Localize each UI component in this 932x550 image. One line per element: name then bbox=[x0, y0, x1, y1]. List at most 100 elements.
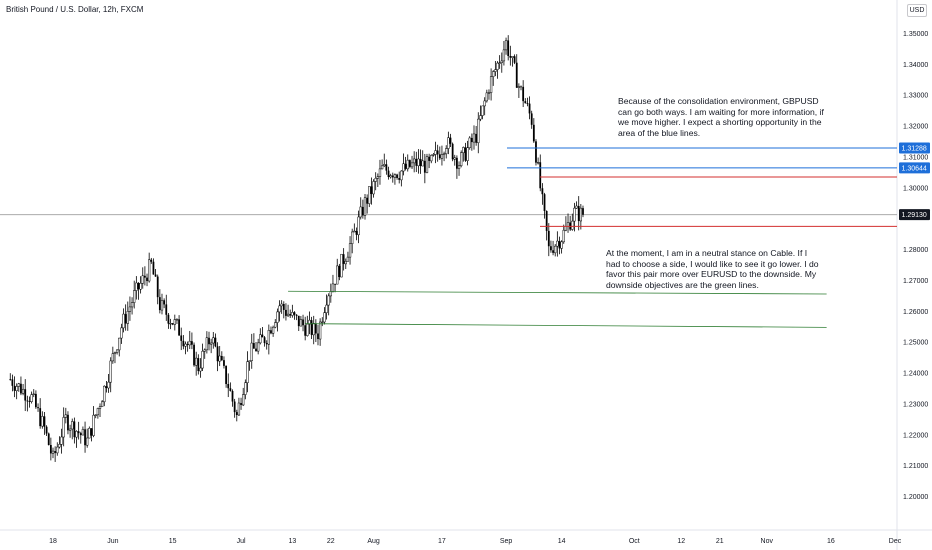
candle bbox=[408, 159, 411, 169]
candle bbox=[218, 346, 221, 367]
candle bbox=[182, 335, 185, 350]
candle bbox=[220, 351, 223, 362]
candle bbox=[205, 331, 209, 354]
candle bbox=[299, 316, 303, 327]
y-tick-label: 1.27000 bbox=[903, 278, 928, 285]
candle bbox=[139, 276, 142, 294]
candle bbox=[229, 382, 232, 392]
candle bbox=[26, 395, 29, 412]
candle bbox=[146, 273, 148, 287]
candle bbox=[98, 403, 102, 417]
candle bbox=[504, 37, 508, 55]
candle bbox=[524, 98, 527, 104]
candle bbox=[115, 349, 119, 355]
candle bbox=[130, 297, 134, 315]
candle bbox=[419, 149, 422, 174]
candle bbox=[242, 387, 245, 407]
candle bbox=[489, 68, 493, 101]
candle bbox=[244, 379, 247, 400]
candle bbox=[113, 351, 117, 364]
candle bbox=[178, 315, 180, 336]
x-tick-label: Sep bbox=[500, 538, 513, 545]
candle bbox=[477, 112, 480, 154]
candle bbox=[32, 389, 35, 398]
x-tick-label: Jul bbox=[237, 538, 246, 545]
candle bbox=[464, 142, 467, 162]
candle bbox=[214, 333, 217, 348]
candle bbox=[380, 159, 384, 170]
candle bbox=[494, 60, 497, 77]
candle bbox=[577, 196, 580, 231]
candle bbox=[291, 304, 294, 318]
candle bbox=[302, 314, 304, 332]
candle bbox=[271, 325, 275, 337]
candle bbox=[329, 283, 332, 303]
y-tick-label: 1.22000 bbox=[903, 432, 928, 439]
candle bbox=[513, 54, 516, 65]
candle bbox=[30, 391, 33, 404]
candle bbox=[41, 411, 44, 429]
candle bbox=[92, 406, 95, 438]
candle bbox=[535, 139, 537, 166]
candle bbox=[160, 293, 164, 315]
candle bbox=[498, 55, 501, 69]
candle bbox=[502, 40, 506, 66]
candle bbox=[223, 356, 225, 369]
candle bbox=[263, 335, 266, 347]
candle bbox=[415, 151, 418, 173]
candle bbox=[47, 432, 50, 446]
candle bbox=[135, 276, 138, 300]
candle bbox=[351, 228, 354, 254]
candle bbox=[579, 204, 583, 230]
candle bbox=[289, 309, 292, 318]
candle bbox=[445, 145, 448, 159]
candle bbox=[449, 133, 452, 147]
candle bbox=[374, 172, 377, 191]
candle bbox=[73, 417, 76, 444]
candle bbox=[191, 332, 193, 350]
candle bbox=[398, 171, 401, 184]
candle bbox=[560, 240, 563, 254]
candle bbox=[154, 268, 157, 277]
candle bbox=[197, 354, 200, 375]
candle bbox=[295, 314, 298, 321]
candle bbox=[304, 316, 307, 341]
candle bbox=[212, 331, 215, 349]
candle bbox=[543, 192, 546, 219]
candle bbox=[276, 308, 279, 332]
candle bbox=[209, 338, 213, 354]
candle bbox=[355, 227, 358, 241]
x-tick-label: 16 bbox=[827, 538, 835, 545]
candle bbox=[255, 341, 257, 352]
candle bbox=[573, 202, 576, 232]
candle bbox=[68, 424, 72, 438]
candle bbox=[470, 133, 473, 151]
candle bbox=[532, 118, 535, 143]
candle bbox=[507, 35, 510, 61]
candle bbox=[385, 159, 388, 175]
candle bbox=[148, 252, 151, 283]
y-tick-label: 1.32000 bbox=[903, 124, 928, 131]
candle bbox=[361, 199, 364, 219]
y-tick-label: 1.25000 bbox=[903, 340, 928, 347]
symbol-title[interactable]: British Pound / U.S. Dollar, 12h, FXCM bbox=[6, 5, 144, 14]
candle bbox=[376, 173, 379, 188]
candle bbox=[331, 274, 335, 293]
candle bbox=[39, 398, 42, 429]
x-tick-label: Dec bbox=[889, 538, 902, 545]
candle bbox=[545, 210, 548, 241]
candle bbox=[175, 318, 179, 324]
candle bbox=[434, 141, 437, 164]
candle bbox=[310, 316, 313, 340]
currency-badge[interactable]: USD bbox=[907, 4, 927, 17]
candle bbox=[402, 153, 405, 176]
candle bbox=[442, 151, 446, 162]
candle bbox=[472, 125, 476, 150]
candle bbox=[141, 267, 144, 289]
candle bbox=[270, 326, 272, 335]
candle bbox=[338, 263, 341, 281]
y-tick-label: 1.26000 bbox=[903, 309, 928, 316]
candle bbox=[35, 390, 37, 409]
candle bbox=[547, 223, 550, 257]
